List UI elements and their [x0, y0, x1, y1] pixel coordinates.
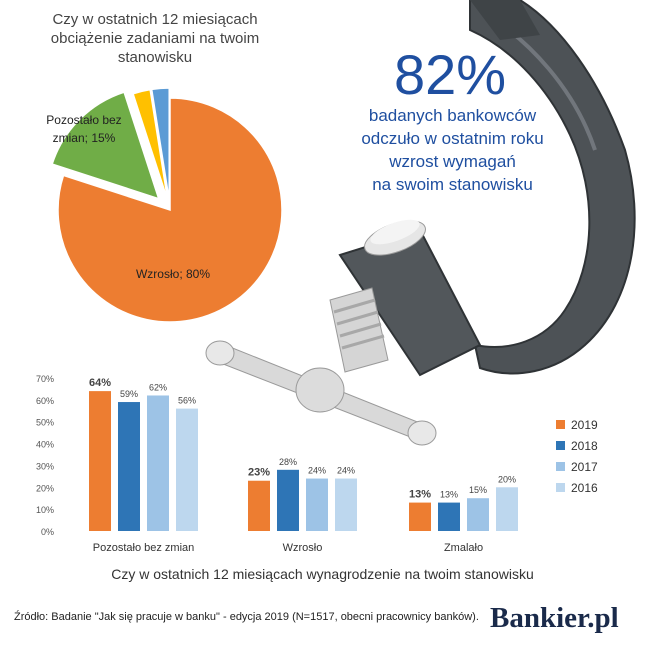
- legend-label-2017: 2017: [571, 459, 598, 474]
- legend-item-2018: 2018: [556, 435, 598, 456]
- bar-2018: [118, 402, 140, 531]
- bar-2018: [438, 502, 460, 531]
- legend-item-2016: 2016: [556, 477, 598, 498]
- highlight-line-1: badanych bankowców: [368, 106, 537, 125]
- category-label: Pozostało bez zmian: [93, 542, 195, 554]
- bar-value-label: 24%: [337, 466, 355, 476]
- y-tick-label: 50%: [36, 418, 54, 428]
- highlight-text: badanych bankowców odczuło w ostatnim ro…: [330, 104, 575, 196]
- bar-value-label: 15%: [469, 485, 487, 495]
- legend-label-2018: 2018: [571, 438, 598, 453]
- pie-label-grow: Wzrosło; 80%: [136, 267, 210, 281]
- pie-label-same-line2: zmian; 15%: [53, 131, 116, 145]
- y-tick-label: 70%: [36, 374, 54, 384]
- pie-chart: Wzrosło; 80% Pozostało bez zmian; 15%: [46, 87, 283, 323]
- highlight-line-2: odczuło w ostatnim roku: [361, 129, 544, 148]
- source-note: Źródło: Badanie "Jak się pracuje w banku…: [14, 611, 479, 623]
- bar-2019: [89, 391, 111, 531]
- clamp-screw: [329, 287, 389, 373]
- y-tick-label: 40%: [36, 440, 54, 450]
- bar-value-label: 13%: [440, 490, 458, 500]
- y-tick-label: 20%: [36, 483, 54, 493]
- pie-slice-grow: [57, 97, 283, 323]
- bankier-logo: Bankier.pl: [490, 602, 619, 634]
- legend-label-2016: 2016: [571, 480, 598, 495]
- bar-value-label: 23%: [248, 467, 270, 479]
- bar-2019: [248, 480, 270, 531]
- pie-chart-title: Czy w ostatnich 12 miesiącach obciążenie…: [50, 11, 260, 66]
- pie-slice-small-blue: [150, 87, 170, 201]
- bar-value-label: 24%: [308, 466, 326, 476]
- bar-2017: [306, 478, 328, 531]
- legend-swatch-2017: [556, 462, 565, 471]
- bar-value-label: 20%: [498, 474, 516, 484]
- y-tick-label: 30%: [36, 461, 54, 471]
- pie-slice-small-yellow: [132, 88, 169, 201]
- legend-swatch-2016: [556, 483, 565, 492]
- bar-2016: [335, 478, 357, 531]
- bar-value-label: 56%: [178, 396, 196, 406]
- bar-value-label: 64%: [89, 377, 111, 389]
- clamp-frame: [469, 0, 636, 375]
- legend-swatch-2018: [556, 441, 565, 450]
- bar-2017: [147, 395, 169, 531]
- bar-2018: [277, 469, 299, 531]
- bar-value-label: 28%: [279, 457, 297, 467]
- bar-value-label: 59%: [120, 389, 138, 399]
- legend-swatch-2019: [556, 420, 565, 429]
- highlight-line-4: na swoim stanowisku: [372, 175, 533, 194]
- bar-chart-legend: 2019 2018 2017 2016: [556, 414, 598, 498]
- bar-2016: [176, 408, 198, 531]
- highlight-percentage: 82%: [393, 43, 507, 106]
- y-tick-label: 0%: [41, 527, 54, 537]
- category-label: Wzrosło: [283, 542, 323, 554]
- legend-item-2017: 2017: [556, 456, 598, 477]
- bar-2016: [496, 487, 518, 531]
- y-tick-label: 10%: [36, 505, 54, 515]
- category-label: Zmalało: [444, 542, 483, 554]
- bar-value-label: 13%: [409, 489, 431, 501]
- pie-slice-same: [51, 91, 160, 200]
- legend-item-2019: 2019: [556, 414, 598, 435]
- y-tick-label: 60%: [36, 396, 54, 406]
- legend-label-2019: 2019: [571, 417, 598, 432]
- bar-2019: [409, 502, 431, 531]
- bar-2017: [467, 498, 489, 531]
- highlight-line-3: wzrost wymagań: [389, 152, 516, 171]
- bar-value-label: 62%: [149, 382, 167, 392]
- pie-label-same-line1: Pozostało bez: [46, 113, 121, 127]
- clamp-handle: [205, 340, 437, 446]
- bar-chart-title: Czy w ostatnich 12 miesiącach wynagrodze…: [111, 566, 534, 582]
